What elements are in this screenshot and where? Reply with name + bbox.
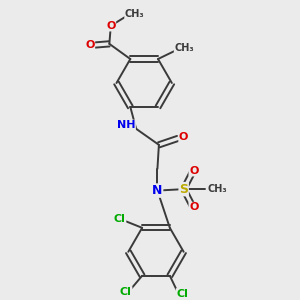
Text: CH₃: CH₃ bbox=[174, 43, 194, 53]
Text: NH: NH bbox=[117, 120, 135, 130]
Text: N: N bbox=[152, 184, 163, 197]
Text: O: O bbox=[85, 40, 94, 50]
Text: CH₃: CH₃ bbox=[207, 184, 227, 194]
Text: CH₃: CH₃ bbox=[125, 8, 145, 19]
Text: O: O bbox=[179, 132, 188, 142]
Text: O: O bbox=[189, 202, 199, 212]
Text: Cl: Cl bbox=[120, 287, 132, 297]
Text: S: S bbox=[179, 183, 188, 196]
Text: Cl: Cl bbox=[176, 289, 188, 299]
Text: O: O bbox=[106, 21, 116, 31]
Text: O: O bbox=[189, 166, 199, 176]
Text: Cl: Cl bbox=[114, 214, 126, 224]
